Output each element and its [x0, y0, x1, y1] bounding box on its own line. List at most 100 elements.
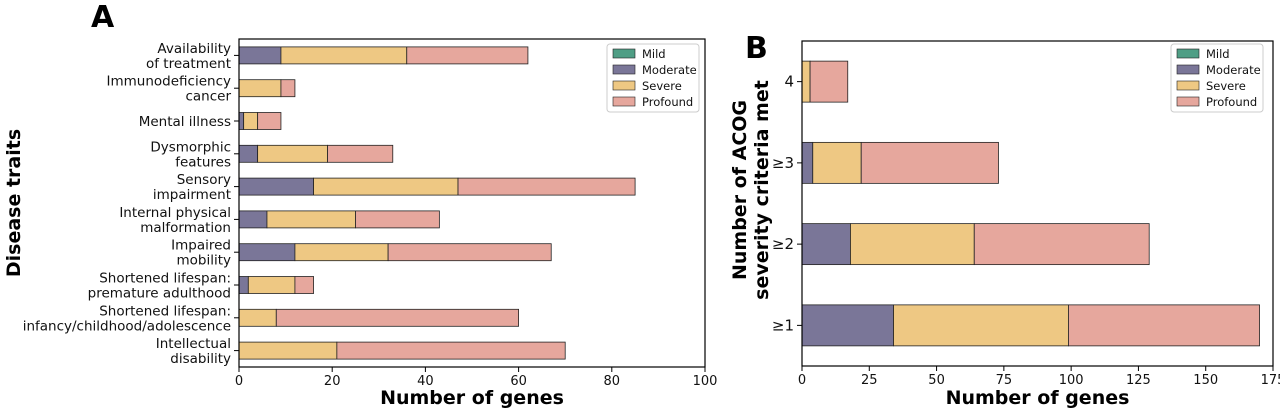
- panel-b-bar-moderate-1: [801, 304, 894, 347]
- panel-a-category-label-line: Availability: [157, 41, 231, 57]
- panel-a-legend-swatch-mild: [612, 48, 636, 59]
- panel-a-bar-moderate-sensory-impairment: [238, 177, 314, 196]
- panel-a-bar-severe-impaired-mobility: [294, 243, 389, 262]
- panel-letter-a: A: [91, 0, 115, 35]
- panel-b-x-axis-title: Number of genes: [946, 387, 1130, 409]
- panel-a-x-tick-label-100: 100: [693, 374, 718, 389]
- panel-a-bar-profound-intellectual-disability: [336, 341, 566, 360]
- panel-b-bar-profound-2: [973, 223, 1150, 266]
- panel-b-legend-label-profound: Profound: [1206, 95, 1257, 109]
- panel-a-category-label-shortened-lifespan-premature-adulthood: Shortened lifespan: premature adulthood: [88, 271, 231, 302]
- panel-a-category-label-line: of treatment: [146, 56, 231, 72]
- panel-b-category-label-2: ≥2: [772, 235, 794, 253]
- panel-b-bar-severe-3: [812, 141, 862, 184]
- panel-a-bar-profound-impaired-mobility: [387, 243, 552, 262]
- panel-a-bar-severe-shortened-lifespan-infancy-childhood-adolescence: [238, 308, 277, 327]
- panel-a-bar-moderate-mental-illness: [238, 112, 245, 130]
- panel-a-bar-profound-shortened-lifespan-premature-adulthood: [294, 276, 314, 294]
- panel-b-category-label-line: ≥1: [772, 316, 794, 334]
- panel-letter-b: B: [745, 31, 768, 66]
- panel-b-category-label-3: ≥3: [772, 154, 794, 172]
- panel-a-category-label-line: disability: [170, 351, 231, 367]
- panel-a-bar-moderate-internal-physical-malformation: [238, 210, 268, 229]
- panel-b-bar-moderate-2: [801, 223, 851, 266]
- panel-b-legend-label-mild: Mild: [1206, 47, 1230, 61]
- panel-b-x-tick-label-150: 150: [1193, 373, 1218, 388]
- panel-a-bar-severe-availability-of-treatment: [280, 46, 408, 65]
- panel-a-category-label-line: cancer: [185, 89, 231, 105]
- panel-b-legend-label-severe: Severe: [1206, 79, 1246, 93]
- panel-a-bar-profound-shortened-lifespan-infancy-childhood-adolescence: [275, 308, 520, 327]
- panel-a-category-label-line: impairment: [153, 187, 231, 203]
- panel-a-category-label-line: Dysmorphic: [150, 139, 231, 155]
- panel-b-plot-frame: [801, 40, 1274, 367]
- panel-a-x-tick-label-20: 20: [324, 374, 341, 389]
- panel-b-category-label-4: 4: [784, 73, 794, 91]
- panel-a-category-label-line: Shortened lifespan:: [99, 271, 231, 287]
- panel-a-legend-box: [606, 43, 700, 113]
- panel-b-y-axis-title-line: severity criteria met: [751, 80, 773, 300]
- panel-b-y-axis-title-line: Number of ACOG: [729, 100, 751, 280]
- panel-a-category-label-line: malformation: [140, 220, 231, 236]
- panel-b-x-tick-label-50: 50: [928, 373, 945, 388]
- panel-a-bar-moderate-shortened-lifespan-premature-adulthood: [238, 276, 249, 294]
- panel-b-category-label-line: ≥2: [772, 235, 794, 253]
- panel-b-category-label-line: 4: [784, 73, 794, 91]
- panel-a-category-label-shortened-lifespan-infancy-childhood-adolescence: Shortened lifespan: infancy/childhood/ado…: [23, 303, 231, 334]
- panel-b-legend-swatch-moderate: [1176, 64, 1200, 75]
- panel-a-category-label-line: mobility: [176, 253, 231, 269]
- panel-a-bar-moderate-availability-of-treatment: [238, 46, 282, 65]
- panel-a-bar-severe-immunodeficiency-cancer: [238, 79, 282, 98]
- panel-a-legend-swatch-severe: [612, 80, 636, 91]
- panel-a-bar-severe-internal-physical-malformation: [266, 210, 356, 229]
- panel-a-category-label-internal-physical-malformation: Internal physical malformation: [119, 205, 231, 236]
- panel-a-x-axis-title: Number of genes: [380, 387, 564, 409]
- panel-a-bar-severe-mental-illness: [243, 112, 259, 130]
- panel-b-bar-moderate-3: [801, 141, 814, 184]
- panel-a-legend-label-severe: Severe: [642, 79, 682, 93]
- panel-a-category-label-line: Intellectual: [156, 336, 231, 352]
- panel-a-category-label-line: Mental illness: [139, 114, 231, 130]
- panel-a-legend-swatch-profound: [612, 96, 636, 107]
- panel-b-legend-swatch-profound: [1176, 96, 1200, 107]
- panel-b-bar-profound-4: [809, 60, 849, 103]
- panel-a-category-label-line: premature adulthood: [88, 286, 231, 302]
- panel-b-category-label-line: ≥3: [772, 154, 794, 172]
- panel-a-category-label-line: features: [175, 154, 231, 170]
- panel-a-category-label-mental-illness: Mental illness: [139, 114, 231, 130]
- panel-a-legend-label-profound: Profound: [642, 95, 693, 109]
- panel-b-bar-severe-4: [801, 60, 811, 103]
- panel-a-bar-profound-availability-of-treatment: [406, 46, 529, 65]
- panel-b-bar-severe-2: [850, 223, 975, 266]
- panel-a-bar-profound-dysmorphic-features: [327, 144, 394, 163]
- panel-b-bar-severe-1: [893, 304, 1069, 347]
- panel-a-category-label-line: Shortened lifespan:: [99, 303, 231, 319]
- panel-b-legend-swatch-mild: [1176, 48, 1200, 59]
- panel-a-bar-profound-internal-physical-malformation: [355, 210, 440, 229]
- panel-a-category-label-line: Immunodeficiency: [107, 74, 231, 90]
- panel-a-category-label-line: Sensory: [177, 172, 231, 188]
- panel-a-x-tick-label-0: 0: [235, 374, 243, 389]
- panel-a-category-label-sensory-impairment: Sensory impairment: [153, 172, 231, 203]
- panel-a-bar-profound-immunodeficiency-cancer: [280, 79, 296, 98]
- panel-b-x-tick-label-75: 75: [996, 373, 1013, 388]
- panel-a-category-label-availability-of-treatment: Availability of treatment: [146, 41, 231, 72]
- panel-b-bar-profound-3: [860, 141, 999, 184]
- panel-b-x-tick-label-25: 25: [861, 373, 878, 388]
- panel-a-bar-moderate-impaired-mobility: [238, 243, 296, 262]
- panel-b-category-label-1: ≥1: [772, 316, 794, 334]
- panel-a-x-tick-label-60: 60: [510, 374, 527, 389]
- panel-a-bar-profound-sensory-impairment: [457, 177, 636, 196]
- panel-a-y-axis-title: Disease traits: [3, 129, 25, 277]
- panel-b-bar-profound-1: [1068, 304, 1260, 347]
- panel-a-legend-swatch-moderate: [612, 64, 636, 75]
- panel-a-category-label-immunodeficiency-cancer: Immunodeficiency cancer: [107, 74, 232, 105]
- panel-b-x-tick-label-125: 125: [1126, 373, 1151, 388]
- panel-a-bar-moderate-dysmorphic-features: [238, 144, 259, 163]
- panel-b-legend-box: [1170, 43, 1264, 113]
- panel-b-legend-swatch-severe: [1176, 80, 1200, 91]
- panel-a-category-label-intellectual-disability: Intellectual disability: [156, 336, 231, 367]
- panel-a-category-label-dysmorphic-features: Dysmorphic features: [150, 139, 231, 170]
